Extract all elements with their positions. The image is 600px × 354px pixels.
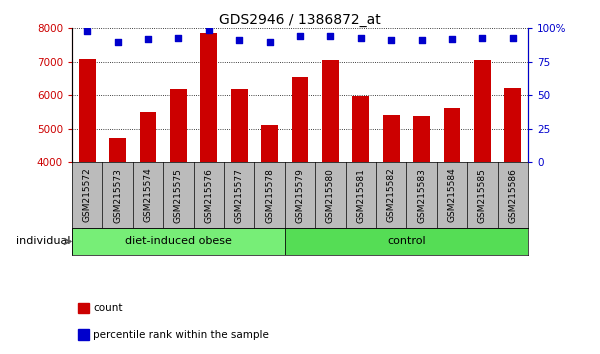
Point xyxy=(204,27,214,33)
Point xyxy=(173,35,183,41)
Bar xyxy=(292,76,308,162)
Text: GSM215572: GSM215572 xyxy=(83,168,92,222)
Point xyxy=(386,38,396,43)
Bar xyxy=(285,228,528,255)
Text: control: control xyxy=(387,236,426,246)
Text: GSM215577: GSM215577 xyxy=(235,168,244,223)
Text: GSM215584: GSM215584 xyxy=(448,168,457,222)
Bar xyxy=(109,138,126,162)
Bar xyxy=(322,60,339,162)
Text: GSM215579: GSM215579 xyxy=(296,168,305,223)
Bar xyxy=(170,89,187,162)
Point xyxy=(508,35,518,41)
Text: GSM215574: GSM215574 xyxy=(143,168,152,222)
Bar xyxy=(443,108,460,162)
Text: GSM215583: GSM215583 xyxy=(417,168,426,223)
Point xyxy=(417,38,427,43)
Bar xyxy=(261,125,278,162)
Text: GSM215586: GSM215586 xyxy=(508,168,517,223)
Text: GSM215582: GSM215582 xyxy=(387,168,396,222)
Text: GSM215573: GSM215573 xyxy=(113,168,122,223)
Bar xyxy=(140,112,157,162)
Point xyxy=(265,39,274,45)
Text: GSM215578: GSM215578 xyxy=(265,168,274,223)
Bar xyxy=(413,116,430,162)
Point xyxy=(143,36,153,42)
Text: GSM215576: GSM215576 xyxy=(204,168,214,223)
Point xyxy=(82,28,92,34)
Text: GSM215575: GSM215575 xyxy=(174,168,183,223)
Point xyxy=(447,36,457,42)
Text: diet-induced obese: diet-induced obese xyxy=(125,236,232,246)
Text: GSM215585: GSM215585 xyxy=(478,168,487,223)
Bar xyxy=(352,96,369,162)
Bar xyxy=(231,89,248,162)
Bar xyxy=(72,228,285,255)
Point xyxy=(295,34,305,39)
Text: count: count xyxy=(93,303,122,313)
Bar xyxy=(383,114,400,162)
Point xyxy=(113,39,122,45)
Text: GSM215581: GSM215581 xyxy=(356,168,365,223)
Title: GDS2946 / 1386872_at: GDS2946 / 1386872_at xyxy=(219,13,381,27)
Bar xyxy=(474,60,491,162)
Point xyxy=(356,35,365,41)
Point xyxy=(326,34,335,39)
Bar xyxy=(200,33,217,162)
Bar xyxy=(79,58,95,162)
Text: percentile rank within the sample: percentile rank within the sample xyxy=(93,330,269,339)
Bar xyxy=(505,88,521,162)
Text: individual: individual xyxy=(16,236,70,246)
Point xyxy=(235,38,244,43)
Text: GSM215580: GSM215580 xyxy=(326,168,335,223)
Point xyxy=(478,35,487,41)
